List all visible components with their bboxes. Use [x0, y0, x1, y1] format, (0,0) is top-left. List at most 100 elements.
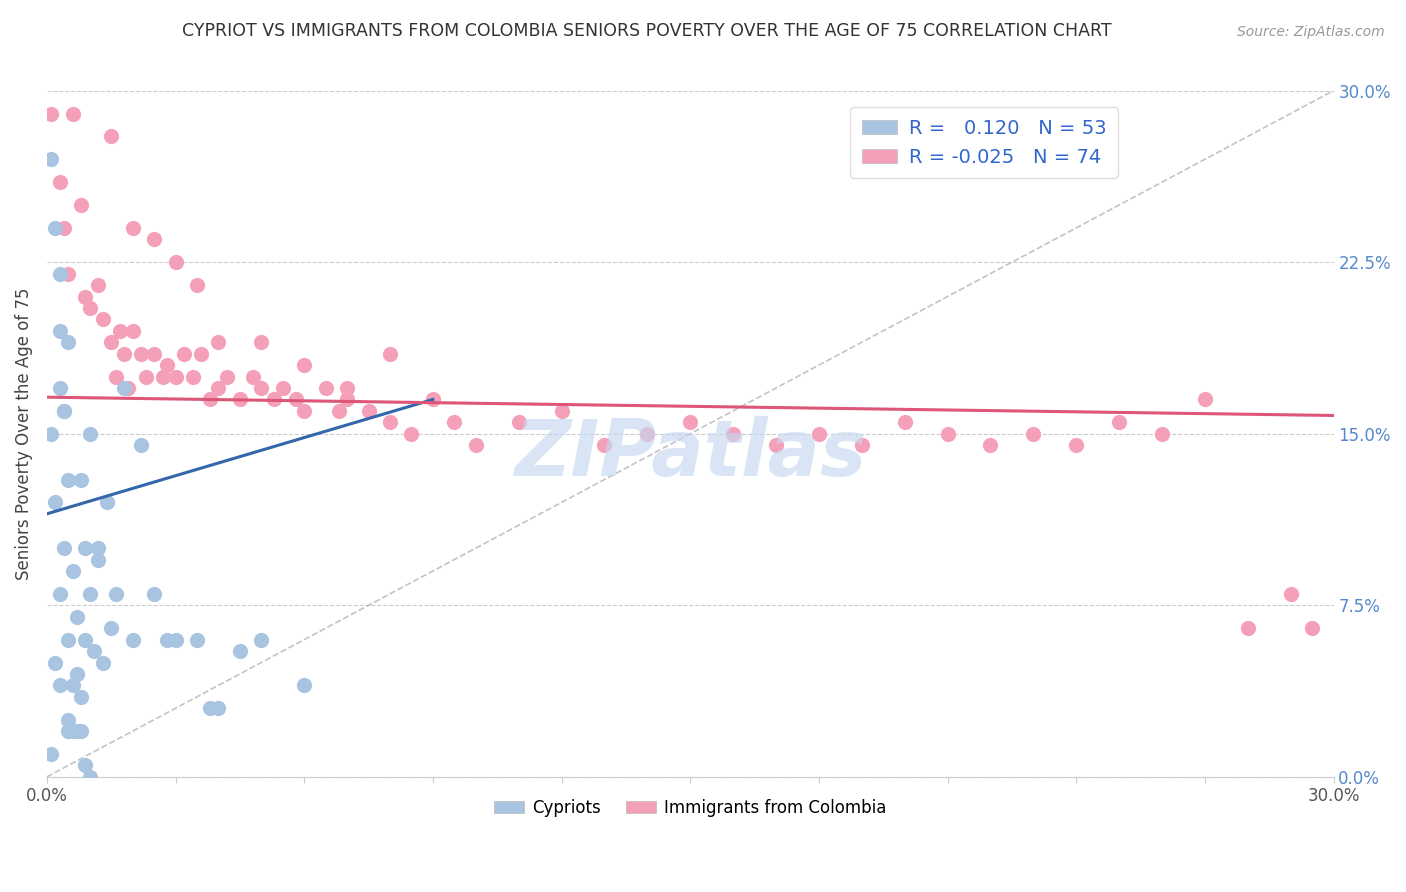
Point	[58, 724, 80, 739]
Point	[807, 426, 830, 441]
Point	[66, 724, 89, 739]
Point	[1301, 621, 1323, 635]
Point	[165, 255, 187, 269]
Point	[1236, 621, 1258, 635]
Point	[357, 404, 380, 418]
Point	[39, 153, 62, 167]
Point	[336, 392, 359, 407]
Point	[1279, 587, 1302, 601]
Point	[328, 404, 350, 418]
Point	[49, 175, 72, 189]
Point	[636, 426, 658, 441]
Point	[49, 678, 72, 692]
Point	[207, 335, 229, 350]
Point	[121, 221, 143, 235]
Point	[401, 426, 423, 441]
Point	[70, 690, 93, 704]
Point	[112, 381, 135, 395]
Point	[198, 701, 221, 715]
Text: CYPRIOT VS IMMIGRANTS FROM COLOMBIA SENIORS POVERTY OVER THE AGE OF 75 CORRELATI: CYPRIOT VS IMMIGRANTS FROM COLOMBIA SENI…	[181, 22, 1112, 40]
Point	[207, 701, 229, 715]
Point	[378, 415, 401, 429]
Point	[53, 541, 76, 556]
Point	[129, 438, 152, 452]
Point	[422, 392, 444, 407]
Point	[108, 324, 131, 338]
Point	[143, 347, 166, 361]
Point	[121, 632, 143, 647]
Point	[44, 656, 66, 670]
Point	[186, 632, 208, 647]
Point	[593, 438, 616, 452]
Point	[936, 426, 959, 441]
Point	[96, 495, 118, 509]
Point	[186, 278, 208, 293]
Point	[49, 587, 72, 601]
Point	[173, 347, 195, 361]
Point	[1108, 415, 1130, 429]
Point	[44, 495, 66, 509]
Point	[156, 358, 179, 372]
Point	[53, 404, 76, 418]
Point	[100, 621, 122, 635]
Point	[53, 404, 76, 418]
Point	[53, 221, 76, 235]
Point	[58, 713, 80, 727]
Point	[79, 426, 101, 441]
Point	[765, 438, 787, 452]
Point	[100, 129, 122, 144]
Point	[62, 564, 84, 578]
Point	[91, 656, 114, 670]
Point	[1064, 438, 1087, 452]
Point	[83, 644, 105, 658]
Point	[292, 678, 315, 692]
Point	[66, 667, 89, 681]
Point	[91, 312, 114, 326]
Point	[284, 392, 307, 407]
Point	[207, 381, 229, 395]
Point	[70, 198, 93, 212]
Point	[550, 404, 572, 418]
Point	[39, 747, 62, 761]
Point	[75, 541, 97, 556]
Point	[44, 221, 66, 235]
Point	[58, 335, 80, 350]
Point	[121, 324, 143, 338]
Point	[229, 644, 252, 658]
Point	[679, 415, 702, 429]
Point	[135, 369, 157, 384]
Point	[79, 770, 101, 784]
Point	[464, 438, 486, 452]
Point	[165, 369, 187, 384]
Point	[70, 473, 93, 487]
Point	[198, 392, 221, 407]
Point	[156, 632, 179, 647]
Point	[263, 392, 285, 407]
Point	[117, 381, 139, 395]
Point	[49, 267, 72, 281]
Point	[979, 438, 1001, 452]
Point	[87, 541, 110, 556]
Point	[152, 369, 174, 384]
Point	[70, 724, 93, 739]
Point	[336, 381, 359, 395]
Point	[143, 232, 166, 246]
Point	[893, 415, 915, 429]
Point	[62, 678, 84, 692]
Point	[165, 632, 187, 647]
Point	[39, 106, 62, 120]
Point	[39, 426, 62, 441]
Point	[292, 358, 315, 372]
Point	[443, 415, 465, 429]
Point	[242, 369, 264, 384]
Point	[181, 369, 204, 384]
Point	[229, 392, 252, 407]
Point	[508, 415, 530, 429]
Point	[87, 278, 110, 293]
Point	[851, 438, 873, 452]
Point	[58, 473, 80, 487]
Point	[75, 632, 97, 647]
Point	[75, 758, 97, 772]
Point	[250, 335, 273, 350]
Point	[62, 724, 84, 739]
